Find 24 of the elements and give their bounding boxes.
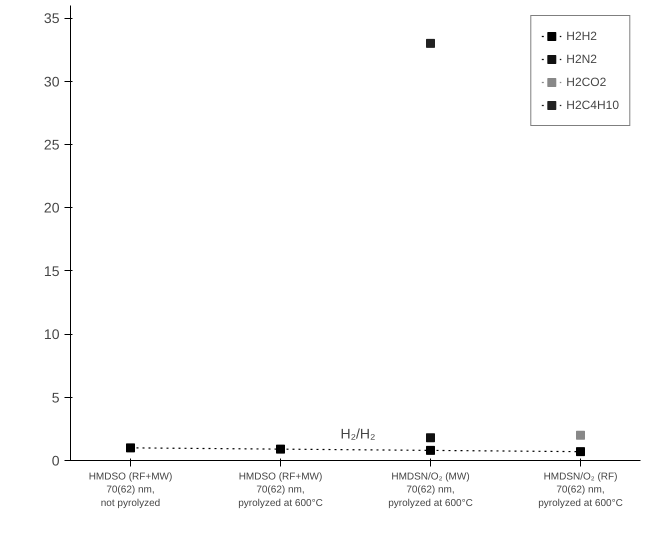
y-tick-label: 5	[52, 389, 60, 406]
point	[576, 447, 585, 456]
y-tick-label: 15	[44, 262, 60, 279]
legend-label: H2C4H10	[566, 98, 619, 112]
point	[126, 443, 135, 452]
x-tick-label: HMDSO (RF+MW) 70(62) nm, pyrolyzed at 600°C	[238, 472, 323, 509]
point	[426, 446, 435, 455]
y-tick-label: 35	[44, 10, 60, 26]
point	[426, 38, 435, 48]
y-tick-label: 30	[44, 73, 60, 90]
y-tick-label: 20	[44, 200, 60, 216]
point	[426, 433, 435, 442]
legend-label: H2N2	[566, 52, 597, 66]
legend-label: H2H2	[566, 29, 597, 43]
point	[576, 430, 585, 440]
y-tick-label: 10	[44, 326, 60, 342]
y-tick-label: 0	[52, 452, 60, 468]
legend-label: H2CO2	[566, 75, 606, 89]
y-tick-label: 25	[44, 136, 60, 153]
annotation: H₂/H₂	[340, 426, 376, 442]
x-tick-label: HMDSN/O₂ (RF) 70(62) nm, pyrolyzed at 600°C	[538, 472, 623, 509]
point	[276, 444, 285, 454]
x-tick-label: HMDSO (RF+MW) 70(62) nm, not pyrolyzed	[88, 472, 172, 509]
x-tick-label: HMDSN/O₂ (MW) 70(62) nm, pyrolyzed at 600°C	[388, 472, 473, 509]
